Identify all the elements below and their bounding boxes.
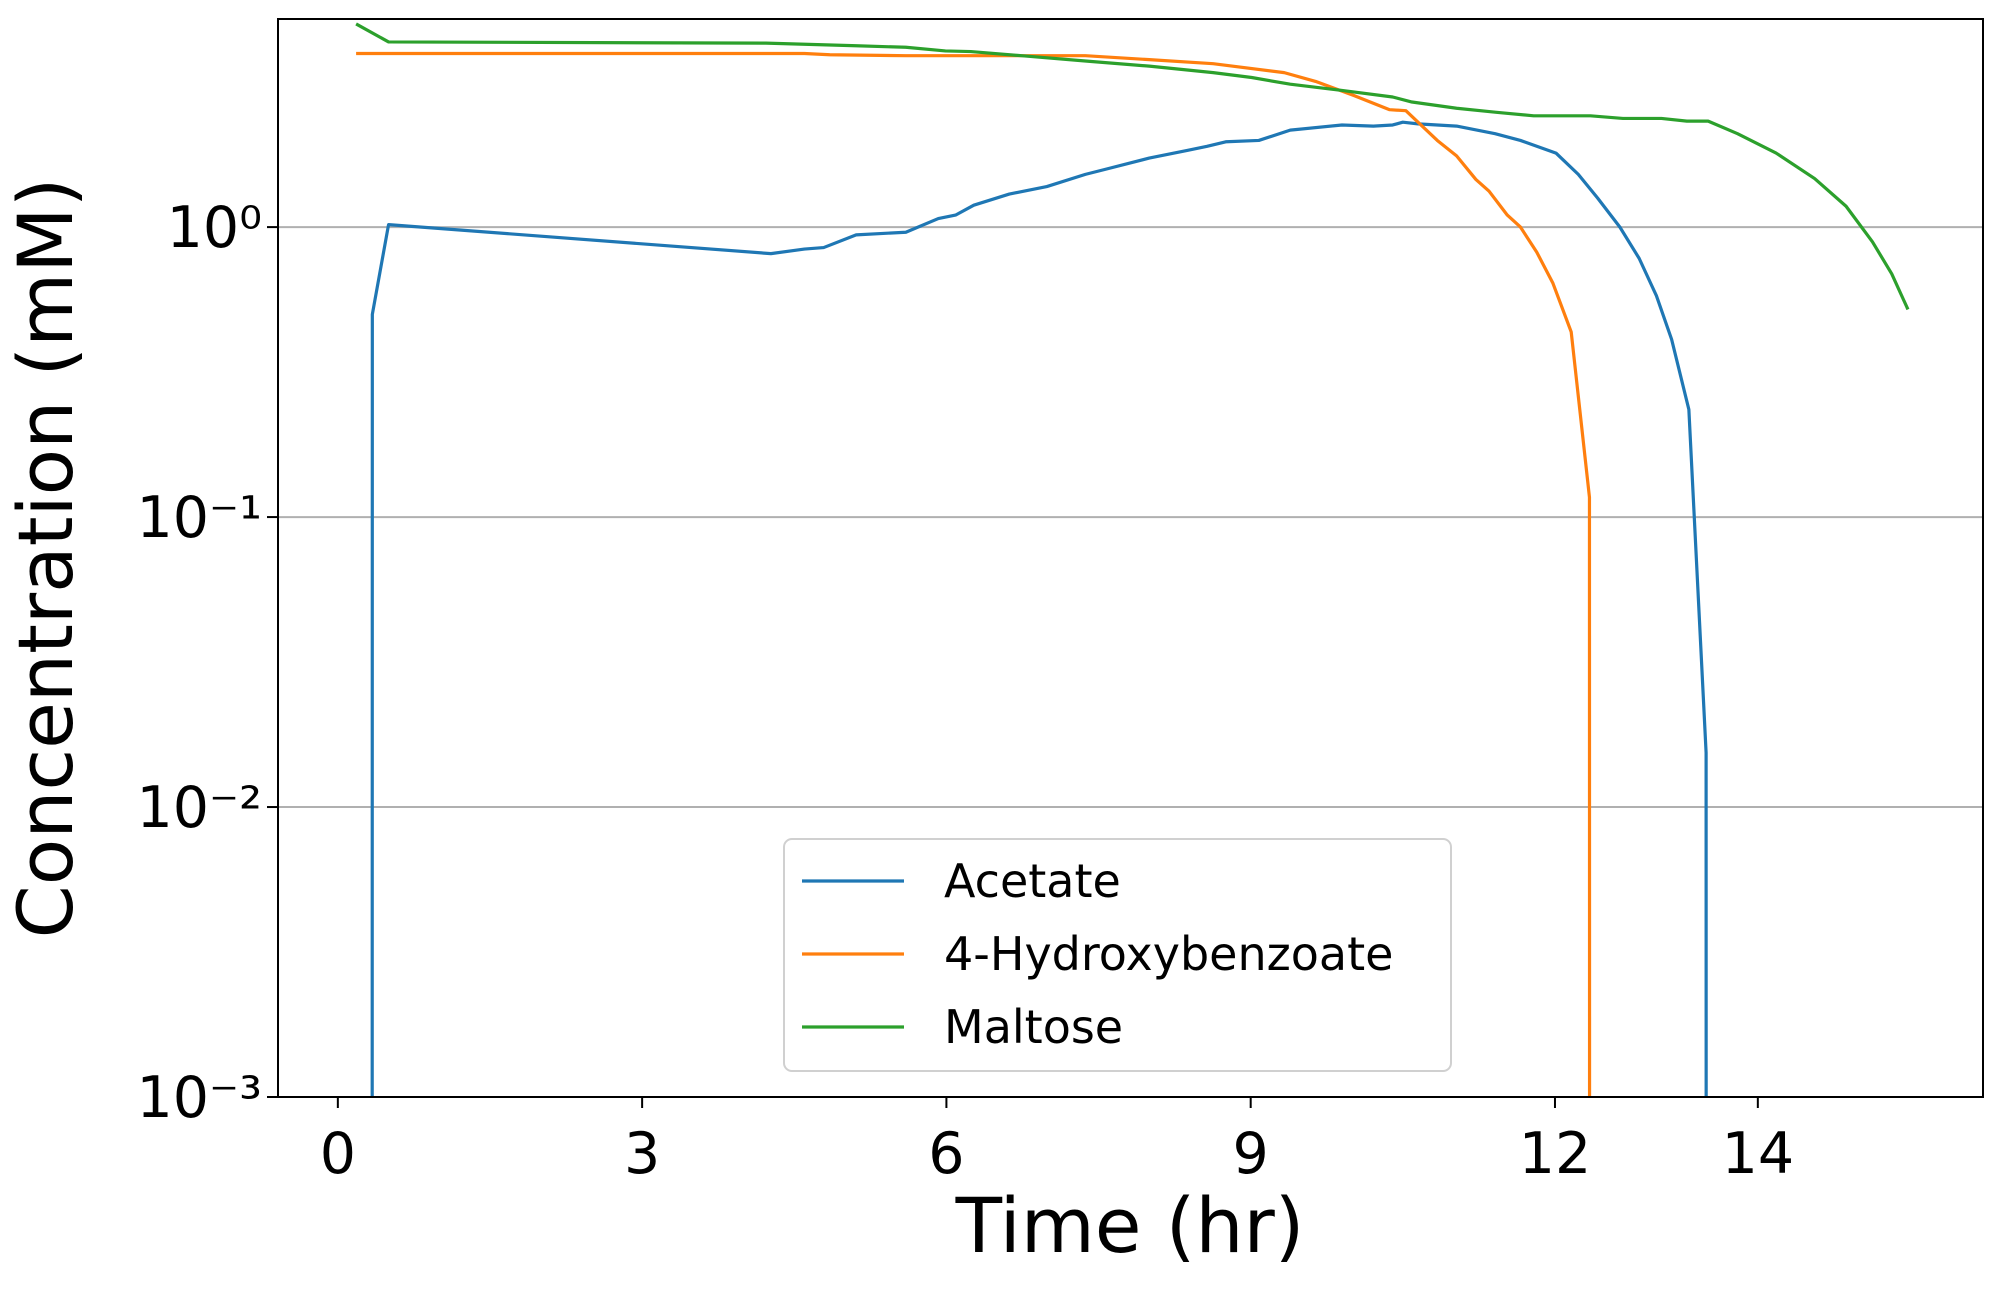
y-axis-label: Concentration (mM) [1, 178, 90, 939]
x-axis-label: Time (hr) [955, 1181, 1305, 1270]
legend-label: Acetate [944, 854, 1121, 908]
y-tick-label: 10⁻³ [137, 1065, 262, 1131]
series-line [355, 22, 1910, 311]
y-tick-label: 10⁻² [137, 775, 262, 841]
legend-label: 4-Hydroxybenzoate [944, 927, 1393, 981]
series-line [356, 51, 1592, 1097]
y-tick-label: 10⁻¹ [137, 485, 262, 551]
x-tick-label: 9 [1233, 1121, 1269, 1187]
x-tick-label: 12 [1519, 1121, 1592, 1187]
x-tick-label: 14 [1722, 1121, 1795, 1187]
plot-frame [277, 18, 1984, 1098]
series-line [370, 120, 1708, 1097]
plot-area [355, 22, 1910, 1097]
x-tick-label: 0 [320, 1121, 356, 1187]
legend-label: Maltose [944, 1000, 1123, 1054]
legend-box [783, 838, 1452, 1072]
y-tick-label: 10⁰ [167, 195, 262, 261]
x-tick-label: 3 [624, 1121, 660, 1187]
x-tick-label: 6 [928, 1121, 964, 1187]
